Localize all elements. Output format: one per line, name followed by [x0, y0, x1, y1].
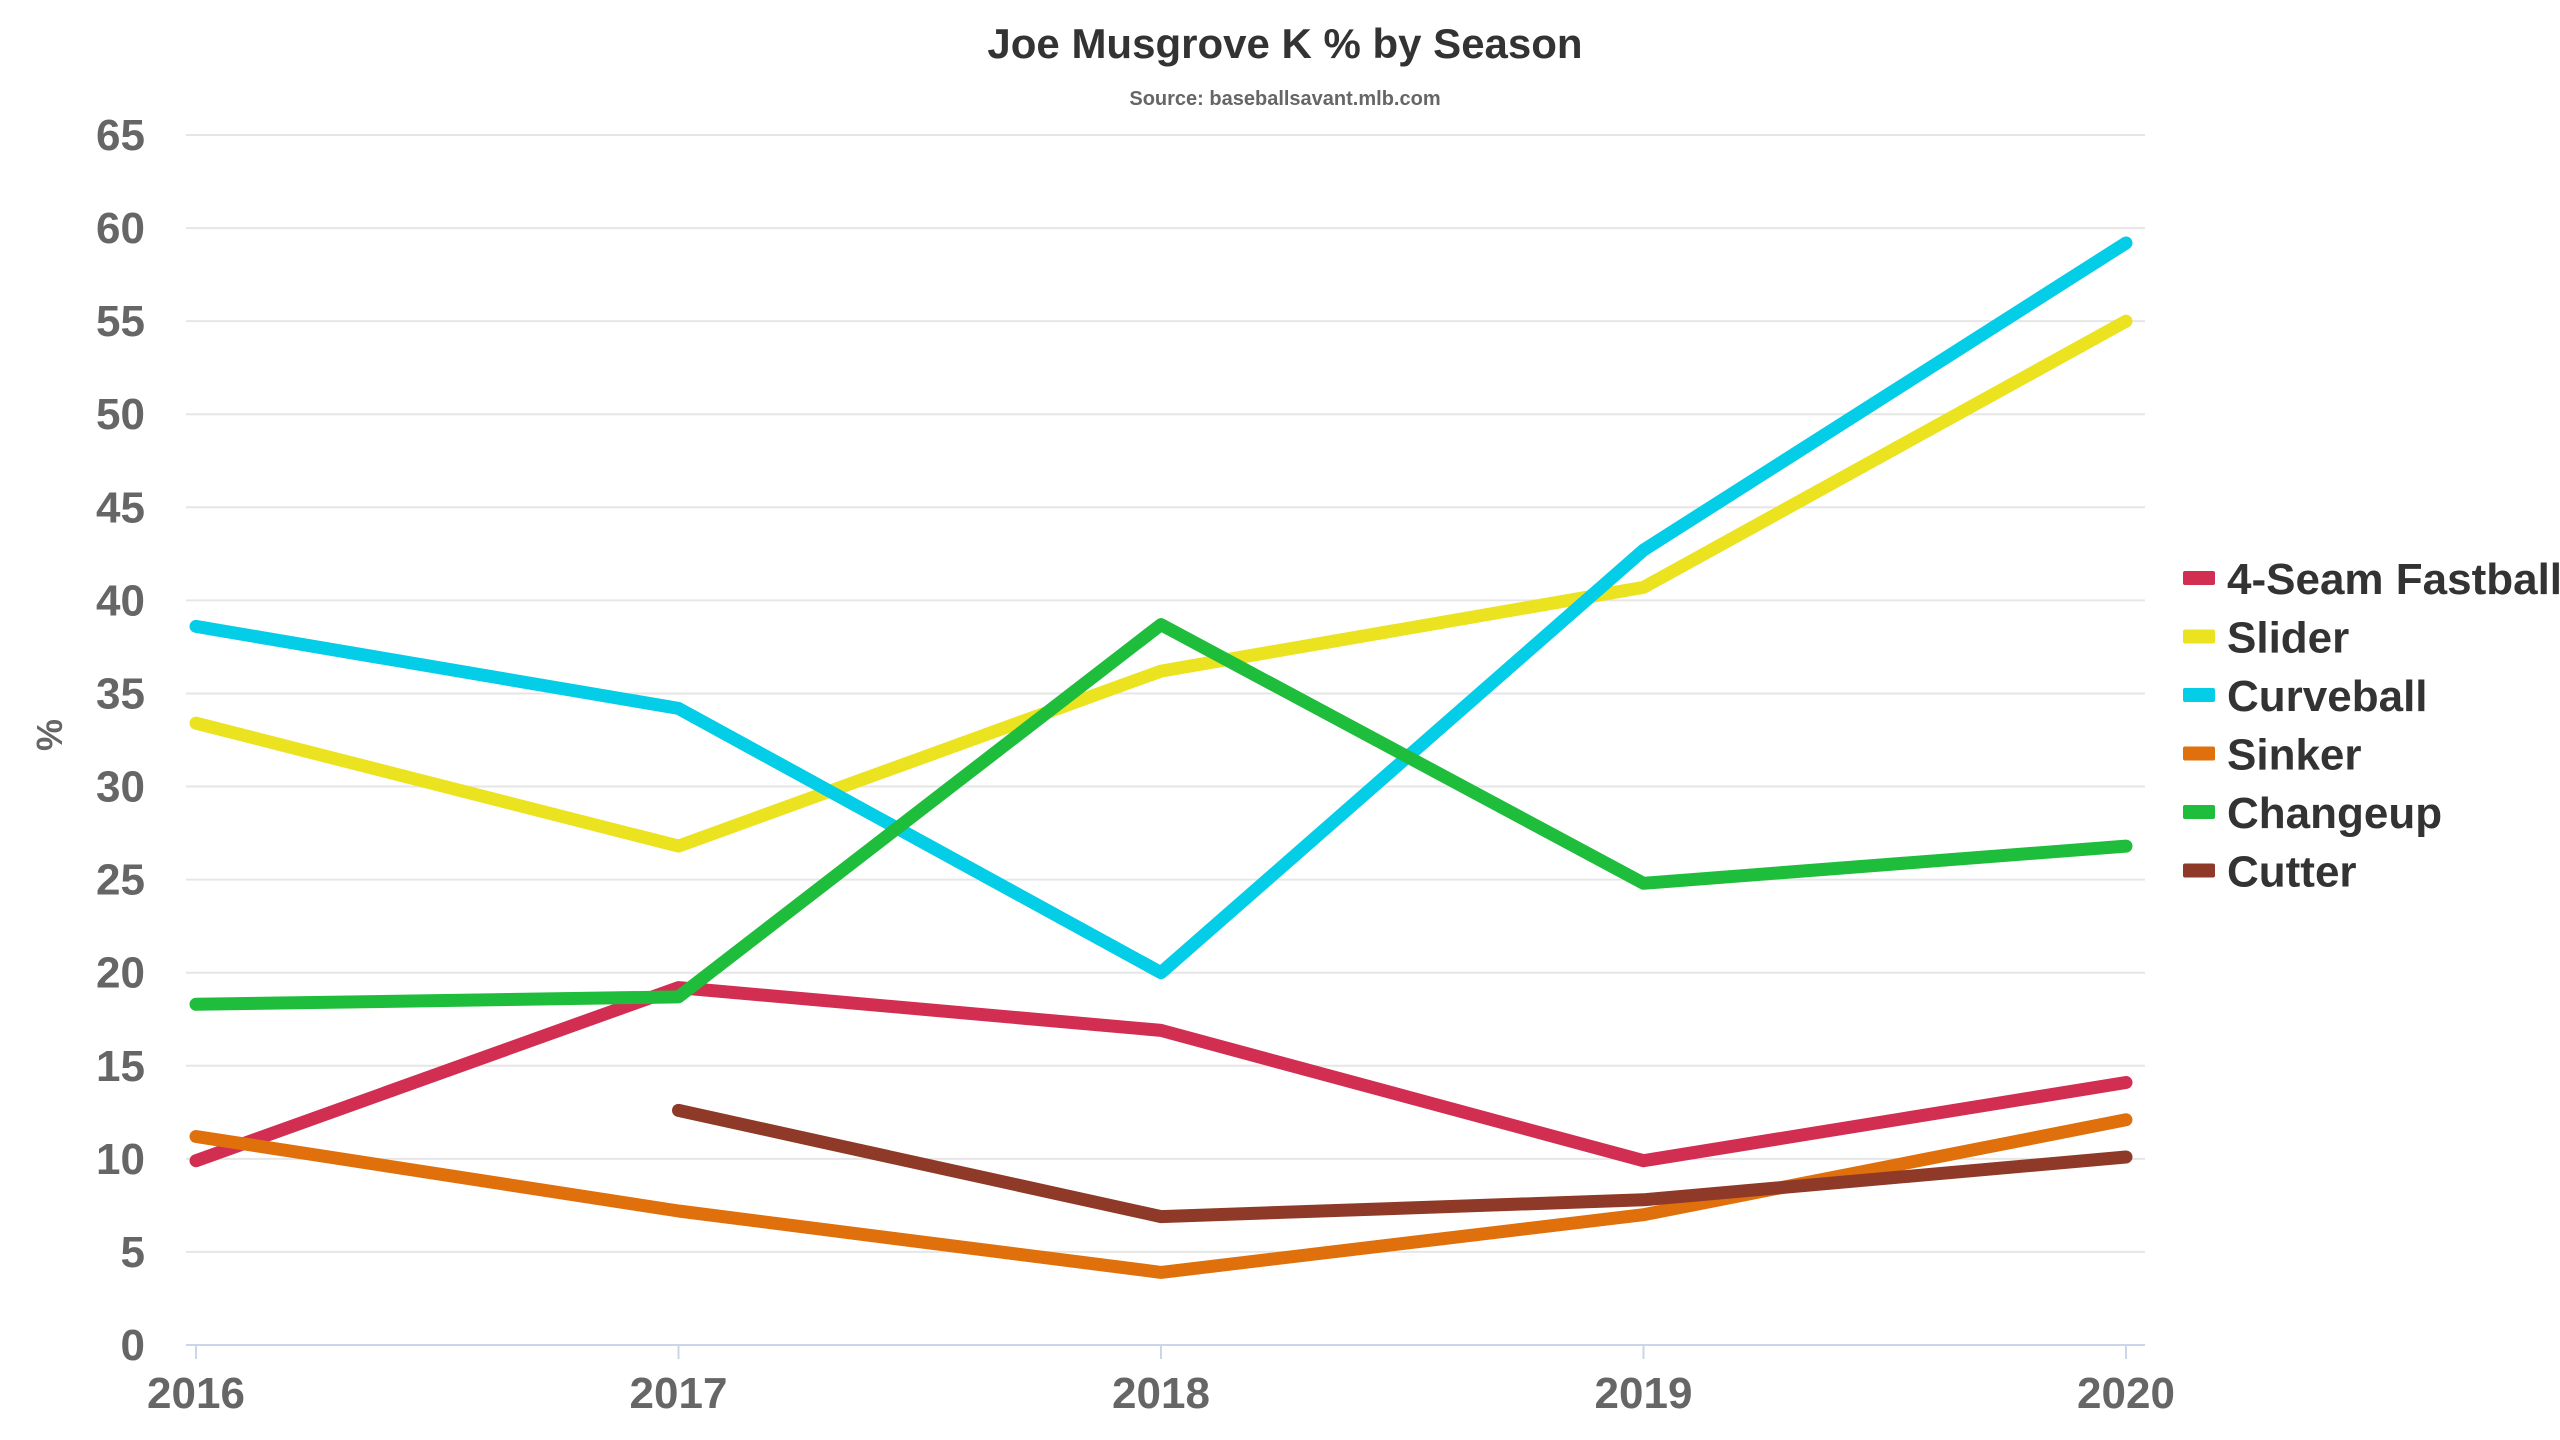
y-tick-label-20: 20 — [96, 949, 145, 998]
legend-item-changeup[interactable]: Changeup — [2183, 789, 2442, 838]
y-tick-label-30: 30 — [96, 763, 145, 812]
legend-swatch-slider — [2183, 629, 2215, 644]
y-tick-label-40: 40 — [96, 576, 145, 625]
y-tick-label-65: 65 — [96, 111, 145, 160]
legend-item-sinker[interactable]: Sinker — [2183, 731, 2362, 780]
y-tick-label-35: 35 — [96, 669, 145, 718]
y-tick-label-10: 10 — [96, 1135, 145, 1184]
legend-item-curveball[interactable]: Curveball — [2183, 672, 2428, 721]
y-axis: % 0 5 10 15 20 25 30 35 40 45 50 55 60 65 — [29, 111, 145, 1370]
y-tick-label-55: 55 — [96, 297, 145, 346]
y-tick-label-0: 0 — [121, 1321, 145, 1370]
y-tick-label-25: 25 — [96, 856, 145, 905]
legend-item-slider[interactable]: Slider — [2183, 614, 2349, 663]
legend-swatch-curveball — [2183, 688, 2215, 702]
series-line-changeup — [189, 618, 2133, 1011]
y-tick-label-50: 50 — [96, 390, 145, 439]
legend-item-4-seam-fastball[interactable]: 4-Seam Fastball — [2183, 555, 2560, 604]
series-line-sinker — [189, 1113, 2133, 1279]
y-axis-title: % — [29, 719, 70, 751]
legend-swatch-cutter — [2183, 863, 2215, 878]
legend-item-cutter[interactable]: Cutter — [2183, 848, 2357, 897]
legend-label-curveball: Curveball — [2227, 672, 2428, 721]
chart-subtitle: Source: baseballsavant.mlb.com — [1129, 88, 1440, 110]
series-line-slider — [189, 314, 2133, 853]
legend-label-slider: Slider — [2227, 614, 2349, 663]
series-lines — [189, 236, 2133, 1279]
y-tick-label-60: 60 — [96, 204, 145, 253]
legend-swatch-4-seam-fastball — [2183, 571, 2215, 585]
x-tick-label-2020: 2020 — [2077, 1369, 2175, 1418]
legend-label-cutter: Cutter — [2227, 848, 2357, 897]
series-line-curveball — [189, 236, 2133, 980]
y-tick-label-5: 5 — [121, 1228, 145, 1277]
x-tick-label-2016: 2016 — [147, 1369, 245, 1418]
legend-label-changeup: Changeup — [2227, 789, 2442, 838]
legend-label-4-seam-fastball: 4-Seam Fastball — [2227, 555, 2560, 604]
legend: 4-Seam Fastball Slider Curveball Sinker Chan… — [2183, 555, 2560, 897]
x-tick-label-2018: 2018 — [1112, 1369, 1210, 1418]
x-tick-label-2017: 2017 — [630, 1369, 728, 1418]
y-tick-label-45: 45 — [96, 483, 145, 532]
legend-swatch-changeup — [2183, 805, 2215, 819]
legend-label-sinker: Sinker — [2227, 731, 2362, 780]
x-axis: 2016 2017 2018 2019 2020 — [147, 1344, 2175, 1418]
series-line-4-seam-fastball — [189, 981, 2133, 1168]
y-tick-label-15: 15 — [96, 1042, 145, 1091]
legend-swatch-sinker — [2183, 746, 2215, 761]
series-line-cutter — [672, 1103, 2133, 1224]
gridlines — [186, 134, 2145, 1253]
chart-title: Joe Musgrove K % by Season — [987, 20, 1582, 67]
x-tick-label-2019: 2019 — [1595, 1369, 1693, 1418]
